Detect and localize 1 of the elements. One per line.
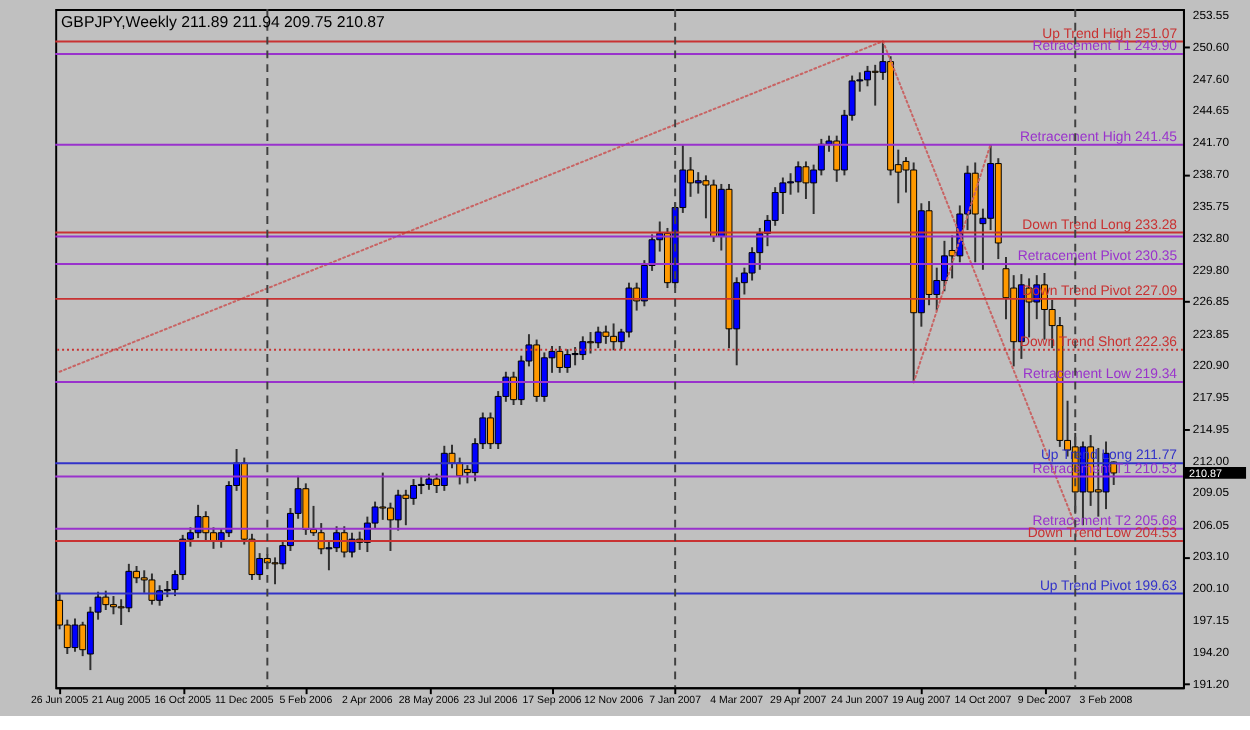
chart-title: GBPJPY,Weekly 211.89 211.94 209.75 210.87 [61,12,385,31]
